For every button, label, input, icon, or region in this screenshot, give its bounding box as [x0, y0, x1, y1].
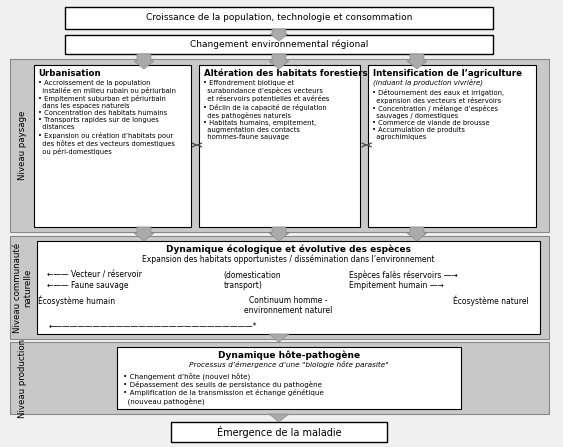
Text: Écosystème naturel: Écosystème naturel [453, 296, 528, 307]
Text: Niveau communauté
naturelle: Niveau communauté naturelle [13, 242, 33, 333]
Text: Dynamique écologique et évolutive des espèces: Dynamique écologique et évolutive des es… [166, 245, 411, 254]
FancyArrow shape [134, 227, 154, 241]
Text: Processus d’émergence d’une "biologie hôte parasite": Processus d’émergence d’une "biologie hô… [189, 361, 388, 368]
Text: Urbanisation: Urbanisation [39, 69, 101, 78]
Text: ←—— Faune sauvage: ←—— Faune sauvage [47, 281, 128, 290]
Text: ←——————————————————————————*: ←——————————————————————————* [48, 322, 257, 331]
FancyBboxPatch shape [117, 347, 461, 409]
Text: Croissance de la population, technologie et consommation: Croissance de la population, technologie… [146, 13, 412, 22]
Text: Empitement humain —→: Empitement humain —→ [350, 281, 444, 290]
Text: Émergence de la maladie: Émergence de la maladie [217, 426, 341, 438]
Text: Niveau paysage: Niveau paysage [19, 111, 28, 180]
FancyBboxPatch shape [10, 59, 549, 232]
Text: (domestication: (domestication [224, 271, 281, 280]
FancyArrow shape [134, 54, 154, 69]
FancyBboxPatch shape [10, 236, 549, 339]
Text: • Accroissement de la population
  installée en milieu rubain ou périurbain
• Em: • Accroissement de la population install… [38, 80, 176, 155]
FancyArrow shape [270, 29, 288, 41]
Text: ←—— Vecteur / réservoir: ←—— Vecteur / réservoir [47, 271, 141, 280]
Text: Continuum homme -
environnement naturel: Continuum homme - environnement naturel [244, 296, 333, 316]
Text: Altération des habitats forestiers: Altération des habitats forestiers [203, 69, 367, 78]
Text: Changement environnemental régional: Changement environnemental régional [190, 40, 368, 49]
FancyBboxPatch shape [199, 65, 360, 227]
FancyArrow shape [407, 227, 427, 241]
FancyArrow shape [269, 414, 289, 422]
Text: Expansion des habitats opportunistes / dissémination dans l’environnement: Expansion des habitats opportunistes / d… [142, 255, 435, 265]
Text: Niveau production: Niveau production [19, 338, 28, 417]
Text: Écosystème humain: Écosystème humain [38, 296, 115, 307]
FancyBboxPatch shape [65, 7, 493, 29]
FancyBboxPatch shape [37, 241, 540, 334]
Text: • Changement d’hôte (nouvel hôte)
• Dépassement des seuils de persistance du pat: • Changement d’hôte (nouvel hôte) • Dépa… [123, 372, 324, 405]
FancyArrow shape [269, 334, 289, 342]
Text: Intensification de l’agriculture: Intensification de l’agriculture [373, 69, 522, 78]
FancyBboxPatch shape [171, 422, 387, 442]
FancyArrow shape [269, 54, 289, 69]
FancyBboxPatch shape [65, 35, 493, 54]
Text: • Effondrement biotique et
  surabondance d’espèces vecteurs
  et réservoirs pot: • Effondrement biotique et surabondance … [203, 80, 329, 140]
FancyBboxPatch shape [34, 65, 191, 227]
FancyArrow shape [407, 54, 427, 69]
FancyBboxPatch shape [368, 65, 536, 227]
FancyBboxPatch shape [10, 342, 549, 414]
Text: transport): transport) [224, 281, 262, 290]
Text: • Détournement des eaux et irrigation,
  expansion des vecteurs et réservoirs
• : • Détournement des eaux et irrigation, e… [372, 89, 504, 140]
Text: Dynamique hôte-pathogène: Dynamique hôte-pathogène [218, 351, 360, 360]
FancyArrow shape [269, 227, 289, 241]
Text: (induant la production vivrière): (induant la production vivrière) [373, 79, 483, 87]
Text: Espèces falès réservoirs —→: Espèces falès réservoirs —→ [350, 271, 458, 281]
